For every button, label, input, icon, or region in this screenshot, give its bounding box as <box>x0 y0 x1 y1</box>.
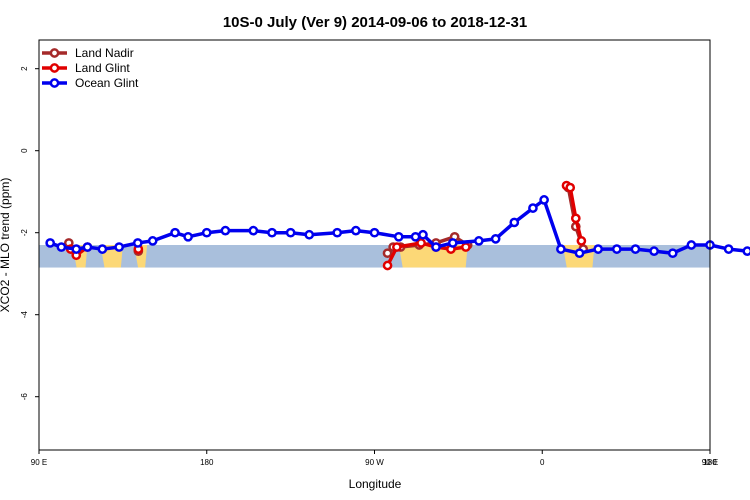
data-point <box>147 236 158 246</box>
data-point <box>71 244 82 254</box>
data-point <box>410 231 421 242</box>
data-point <box>611 244 622 254</box>
x-tick-label: 90 W <box>365 458 384 467</box>
legend-entry-label: Ocean Glint <box>75 76 139 90</box>
data-point <box>45 238 56 248</box>
data-point <box>248 225 259 236</box>
data-point <box>201 227 212 238</box>
data-point <box>267 227 277 238</box>
data-point <box>97 244 108 254</box>
ocean-band <box>39 245 710 268</box>
data-point <box>418 229 428 240</box>
x-tick-label: 90 E <box>31 458 47 467</box>
data-point <box>539 195 549 205</box>
legend-marker <box>49 78 60 88</box>
data-point <box>114 242 124 252</box>
legend-entry-label: Land Nadir <box>75 46 134 60</box>
data-point <box>369 227 380 238</box>
data-point <box>593 244 604 254</box>
data-point <box>556 244 566 254</box>
data-point <box>667 248 678 259</box>
chart-title: 10S-0 July (Ver 9) 2014-09-06 to 2018-12… <box>223 14 527 31</box>
data-point <box>447 238 458 248</box>
data-point <box>723 244 734 254</box>
data-point <box>574 248 585 259</box>
data-point <box>528 203 538 213</box>
data-point <box>285 227 296 238</box>
data-point <box>382 248 393 259</box>
y-axis-label: XCO2 - MLO trend (ppm) <box>0 178 12 313</box>
x-tick-label: 90 E <box>702 458 718 467</box>
series-ocean-glint <box>45 195 750 259</box>
data-point <box>392 242 402 252</box>
data-point <box>686 240 697 250</box>
data-point <box>304 229 315 240</box>
data-point <box>56 242 67 252</box>
legend-marker <box>49 48 60 58</box>
y-axis: 2 0 -2 -4 -6 <box>20 66 39 400</box>
y-tick-label: -2 <box>20 229 29 237</box>
x-tick-label: 0 <box>540 458 545 467</box>
data-point <box>393 231 404 242</box>
data-point <box>630 244 641 254</box>
series-layer <box>45 180 750 271</box>
data-point <box>382 260 393 271</box>
data-point <box>742 246 750 256</box>
data-point <box>490 234 501 244</box>
data-point <box>509 217 520 228</box>
x-tick-label: 180 <box>200 458 214 467</box>
x-tick-label: 180 <box>703 458 717 467</box>
data-point <box>170 227 180 238</box>
data-point <box>649 246 659 256</box>
data-point <box>431 242 441 252</box>
y-tick-label: 2 <box>20 66 29 71</box>
x-axis-label: Longitude <box>349 477 402 491</box>
data-point <box>332 227 343 238</box>
data-point <box>576 236 587 246</box>
data-point <box>416 238 426 248</box>
legend-entry-label: Land Glint <box>75 61 130 75</box>
data-point <box>565 182 576 193</box>
data-point <box>132 238 143 248</box>
data-point <box>460 242 471 252</box>
data-point <box>82 242 93 252</box>
y-tick-label: 0 <box>20 148 29 153</box>
data-point <box>474 236 484 246</box>
data-point <box>183 231 193 242</box>
y-tick-label: -6 <box>20 393 29 401</box>
data-point <box>570 213 581 224</box>
data-point <box>220 225 231 236</box>
legend-marker <box>49 63 60 73</box>
y-tick-label: -4 <box>20 311 29 319</box>
data-point <box>351 225 361 236</box>
